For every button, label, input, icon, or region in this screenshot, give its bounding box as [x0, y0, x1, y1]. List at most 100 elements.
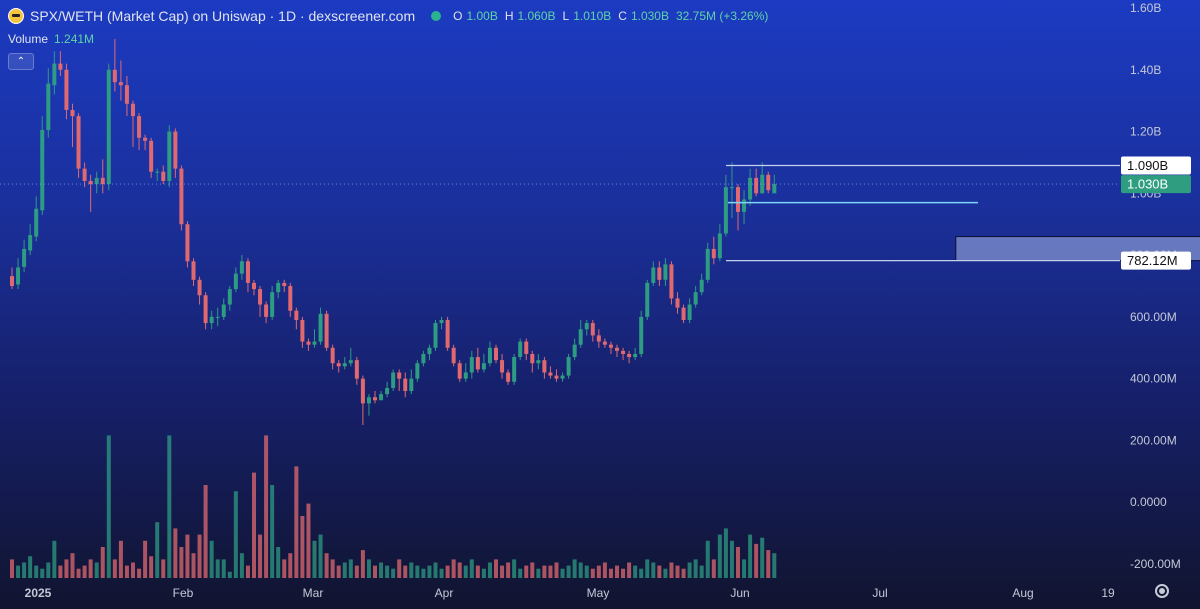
volume-bar: [10, 559, 14, 578]
x-axis-tick-label: Feb: [173, 586, 194, 600]
volume-bar: [705, 540, 710, 578]
candle-body: [28, 235, 33, 251]
volume-bar: [403, 565, 408, 578]
volume-bar: [518, 568, 523, 578]
candle-body: [245, 261, 250, 283]
candle-body: [258, 289, 263, 305]
volume-bar: [500, 565, 505, 578]
candle-body: [324, 313, 329, 348]
volume-bar: [439, 568, 444, 578]
current-price-badge: [1121, 175, 1191, 194]
candle-body: [766, 174, 771, 191]
volume-bar: [22, 562, 27, 578]
volume-bar: [748, 534, 753, 578]
ohlc-close-value: 1.030B: [630, 9, 669, 23]
volume-bar: [681, 568, 686, 578]
candle-body: [342, 363, 347, 367]
volume-bar: [215, 559, 220, 578]
x-axis-tick-label: May: [587, 586, 610, 600]
volume-bar: [173, 528, 178, 578]
candle-body: [506, 372, 511, 382]
volume-bar: [276, 547, 281, 578]
candle-body: [221, 304, 226, 317]
volume-bar: [270, 485, 275, 578]
candle-body: [137, 116, 142, 138]
ohlc-open-value: 1.00B: [466, 9, 498, 23]
candle-body: [729, 187, 734, 189]
volume-bar: [264, 435, 269, 578]
candle-body: [294, 310, 299, 320]
price-badge-text: 782.12M: [1127, 253, 1178, 268]
volume-bar: [46, 562, 51, 578]
candle-body: [590, 323, 595, 336]
volume-bar: [185, 534, 190, 578]
settings-gear-icon[interactable]: [1155, 584, 1169, 598]
ohlc-readout: O 1.00B H 1.060B L 1.010B C 1.030B 32.75M (+…: [453, 9, 771, 23]
collapse-legend-button[interactable]: ⌃: [8, 53, 34, 70]
candle-body: [566, 357, 571, 376]
volume-bar: [651, 562, 656, 578]
chart-header: SPX/WETH (Market Cap) on Uniswap · 1D · …: [8, 8, 771, 24]
candle-body: [542, 360, 547, 373]
volume-bar: [203, 485, 208, 578]
candle-body: [112, 69, 117, 83]
x-axis-tick-label: 19: [1101, 586, 1115, 600]
y-axis-tick-label: 1.20B: [1130, 125, 1161, 139]
volume-bar: [536, 568, 541, 578]
candle-body: [711, 248, 716, 259]
volume-bar: [131, 562, 135, 578]
volume-bar: [137, 568, 142, 578]
volume-bar: [155, 522, 160, 578]
volume-bar: [209, 540, 214, 578]
volume-bar: [451, 559, 456, 578]
token-logo-icon: [8, 8, 24, 24]
candle-body: [143, 137, 148, 141]
volume-bar: [366, 559, 371, 578]
candle-body: [312, 341, 317, 345]
candle-body: [681, 307, 686, 320]
candle-body: [173, 131, 178, 169]
volume-bar: [149, 556, 154, 578]
candle-body: [22, 248, 27, 267]
candle-body: [657, 267, 662, 280]
y-axis-tick-label: 1.40B: [1130, 63, 1161, 77]
volume-bar: [324, 553, 329, 578]
candle-body: [518, 341, 523, 358]
volume-bar: [711, 559, 716, 578]
price-badge-text: 1.030B: [1127, 177, 1168, 192]
volume-bar: [675, 565, 680, 578]
candle-body: [264, 304, 269, 317]
candle-body: [487, 347, 492, 364]
candle-body: [621, 350, 626, 354]
volume-bar: [336, 565, 341, 578]
candle-body: [179, 168, 184, 225]
volume-bar: [645, 559, 650, 578]
y-axis-tick-label: 200.00M: [1130, 433, 1177, 447]
volume-bar: [687, 562, 692, 578]
candle-body: [675, 298, 680, 308]
volume-bar: [560, 568, 565, 578]
volume-bar: [76, 568, 81, 578]
y-axis-tick-label: 1.60B: [1130, 1, 1161, 15]
candle-body: [512, 357, 517, 382]
volume-bar: [70, 553, 75, 578]
volume-bar: [373, 565, 377, 578]
candle-body: [772, 184, 777, 194]
volume-bar: [669, 562, 674, 578]
x-axis-tick-label: Apr: [435, 586, 454, 600]
candle-body: [70, 109, 75, 117]
candle-body: [723, 187, 728, 234]
volume-bar: [512, 559, 517, 578]
candle-body: [330, 347, 335, 364]
volume-bar: [118, 540, 123, 578]
price-badge-text: 1.090B: [1127, 158, 1168, 173]
candle-body: [421, 353, 426, 364]
candle-body: [300, 319, 305, 342]
volume-bar: [723, 528, 728, 578]
volume-bar: [772, 553, 777, 578]
volume-bar: [100, 547, 105, 578]
volume-bar: [639, 568, 644, 578]
volume-bar: [64, 559, 69, 578]
